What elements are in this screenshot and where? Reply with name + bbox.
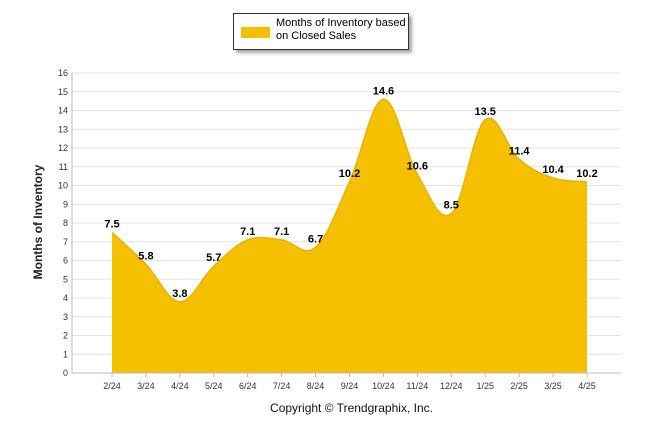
data-label: 8.5 xyxy=(444,200,459,212)
y-tick-label: 5 xyxy=(63,274,68,284)
area-series xyxy=(111,98,588,373)
y-tick-label: 7 xyxy=(63,237,68,247)
data-label: 10.4 xyxy=(542,164,564,176)
x-tick-label: 4/25 xyxy=(578,381,596,391)
y-tick-label: 4 xyxy=(63,293,68,303)
data-label: 10.2 xyxy=(339,168,360,180)
legend-label: Months of Inventory based on Closed Sale… xyxy=(276,17,406,42)
legend-swatch xyxy=(241,27,270,38)
data-label: 5.8 xyxy=(138,250,153,262)
x-tick-label: 8/24 xyxy=(307,381,325,391)
area-fill xyxy=(112,99,587,373)
axes xyxy=(71,73,621,377)
data-label: 6.7 xyxy=(308,233,323,245)
y-tick-label: 0 xyxy=(63,368,68,378)
y-tick-label: 3 xyxy=(63,312,68,322)
data-label: 7.1 xyxy=(274,226,289,238)
y-tick-label: 1 xyxy=(63,349,68,359)
data-label: 5.7 xyxy=(206,252,221,264)
y-tick-label: 10 xyxy=(58,181,68,191)
data-label: 13.5 xyxy=(475,106,496,118)
x-tick-label: 3/25 xyxy=(544,381,562,391)
y-tick-label: 14 xyxy=(58,106,68,116)
y-tick-label: 9 xyxy=(63,199,68,209)
data-label: 10.2 xyxy=(576,168,597,180)
y-axis-title: Months of Inventory xyxy=(31,164,45,280)
x-tick-label: 5/24 xyxy=(205,381,223,391)
y-tick-label: 11 xyxy=(59,162,68,172)
x-tick-label: 3/24 xyxy=(137,381,155,391)
data-label: 14.6 xyxy=(373,85,394,97)
y-tick-label: 8 xyxy=(63,218,68,228)
data-label: 7.1 xyxy=(240,226,255,238)
data-label: 10.6 xyxy=(407,160,428,172)
x-tick-label: 7/24 xyxy=(273,381,291,391)
x-tick-label: 2/24 xyxy=(103,381,121,391)
x-tick-label: 2/25 xyxy=(510,381,528,391)
y-tick-label: 13 xyxy=(58,124,68,134)
series-line xyxy=(111,98,588,303)
x-tick-label: 11/24 xyxy=(406,381,428,391)
x-tick-label: 10/24 xyxy=(372,381,395,391)
y-tick-label: 6 xyxy=(63,256,68,266)
legend: Months of Inventory based on Closed Sale… xyxy=(233,13,409,50)
y-tick-label: 15 xyxy=(58,87,68,97)
x-tick-label: 12/24 xyxy=(440,381,463,391)
data-label: 11.4 xyxy=(509,145,531,157)
y-tick-label: 12 xyxy=(58,143,68,153)
x-tick-label: 9/24 xyxy=(341,381,359,391)
data-label: 3.8 xyxy=(172,288,187,300)
x-tick-label: 1/25 xyxy=(476,381,494,391)
y-tick-label: 2 xyxy=(63,331,68,341)
data-labels: 7.5 5.8 3.8 5.7 7.1 7.1 6.7 10.2 14.6 10.6 8.5 13.5… xyxy=(104,85,597,300)
y-tick-label: 16 xyxy=(58,68,68,78)
data-label: 7.5 xyxy=(104,218,119,230)
x-tick-labels: 2/24 3/24 4/24 5/24 6/24 7/24 8/24 9/24 10/24 11/… xyxy=(103,381,596,391)
copyright-text: Copyright © Trendgraphix, Inc. xyxy=(270,401,433,415)
x-tick-label: 4/24 xyxy=(171,381,189,391)
x-tick-label: 6/24 xyxy=(239,381,257,391)
